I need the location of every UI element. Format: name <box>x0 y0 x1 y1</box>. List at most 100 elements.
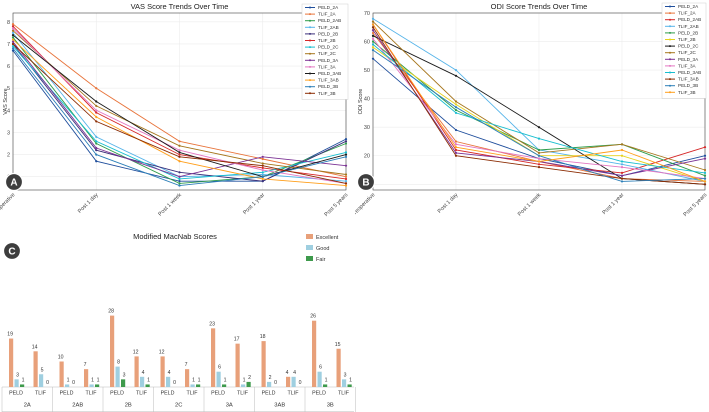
legend-swatch <box>306 245 313 250</box>
bar-category-label: TLIF <box>86 391 98 397</box>
data-point <box>95 115 98 119</box>
legend-label: TLIF_2B <box>318 38 336 43</box>
legend-marker <box>669 12 671 15</box>
legend-label: TLIF_2A <box>318 12 337 17</box>
y-tick-label: 5 <box>7 86 10 92</box>
bar-value-label: 0 <box>299 380 302 386</box>
data-point <box>371 57 375 60</box>
data-point <box>620 180 624 183</box>
data-point <box>95 111 98 114</box>
data-point <box>11 27 15 30</box>
legend-label: TLIF_2A <box>678 11 697 16</box>
bar-value-label: 18 <box>260 334 266 340</box>
bar-value-label: 4 <box>293 370 296 376</box>
legend-swatch <box>306 256 313 261</box>
x-tick-label: Post 1 week <box>157 192 183 218</box>
bar-value-label: 4 <box>142 370 145 376</box>
data-point <box>95 109 98 112</box>
bar-mark <box>342 379 347 387</box>
legend-marker <box>309 65 311 68</box>
bar-mark <box>261 341 266 387</box>
legend-label: TLIF_3B <box>318 91 336 96</box>
chart-title: Modified MacNab Scores <box>133 232 217 241</box>
data-point <box>703 157 707 160</box>
data-point <box>454 106 458 109</box>
group-label: 3AB <box>274 403 285 409</box>
bar-value-label: 0 <box>46 380 49 386</box>
bar-value-label: 1 <box>67 377 70 383</box>
bar-value-label: 14 <box>32 344 38 350</box>
y-axis-label: VAS Score <box>3 88 9 115</box>
legend-marker <box>669 58 671 61</box>
legend-marker <box>669 45 671 48</box>
bar-value-label: 3 <box>16 372 19 378</box>
legend-marker <box>669 5 671 8</box>
data-point <box>344 184 348 187</box>
bar-value-label: 23 <box>209 321 215 327</box>
data-point <box>620 154 624 157</box>
bar-value-label: 10 <box>58 355 64 361</box>
bar-mark <box>134 356 139 387</box>
data-point <box>371 29 375 32</box>
panel-badge-label: B <box>362 178 369 189</box>
plot-frame <box>12 12 347 191</box>
legend-label: TLIF_3AB <box>318 78 339 83</box>
data-point <box>178 177 181 181</box>
legend-marker <box>309 52 311 55</box>
data-point <box>344 155 348 158</box>
y-tick-label: 3 <box>7 130 10 136</box>
y-tick-label: 70 <box>364 11 370 17</box>
data-point <box>95 160 98 163</box>
data-point <box>703 183 707 186</box>
data-point <box>344 164 348 167</box>
bar-mark <box>196 384 201 387</box>
data-point <box>454 100 458 103</box>
bar-mark <box>20 384 25 387</box>
data-point <box>620 160 624 163</box>
data-point <box>95 135 98 138</box>
data-point <box>11 29 15 32</box>
data-point <box>703 146 707 149</box>
data-point <box>11 49 15 52</box>
legend-marker <box>669 18 671 21</box>
bar-mark <box>267 381 272 387</box>
data-point <box>178 149 181 152</box>
bar-value-label: 1 <box>22 377 25 383</box>
data-point <box>620 177 624 180</box>
data-point <box>371 46 375 49</box>
group-label: 2AB <box>72 403 83 409</box>
data-point <box>95 87 98 90</box>
data-point <box>261 173 264 176</box>
data-point <box>454 103 458 106</box>
data-point <box>344 180 348 183</box>
data-point <box>344 153 348 156</box>
data-point <box>620 148 624 152</box>
data-point <box>454 108 458 112</box>
legend-label: Fair <box>316 257 326 263</box>
legend-marker <box>309 72 311 75</box>
bar-mark <box>312 320 317 387</box>
legend-marker <box>669 64 671 67</box>
data-point <box>261 157 264 161</box>
legend-label: TLIF_3A <box>678 63 697 68</box>
chart-title: VAS Score Trends Over Time <box>131 2 229 11</box>
data-point <box>344 138 348 141</box>
bar-mark <box>65 384 70 387</box>
data-point <box>703 154 707 157</box>
legend-label: PELD_2AB <box>678 17 701 22</box>
legend-label: PELD_3A <box>678 57 699 62</box>
bar-mark <box>246 381 251 387</box>
group-label: 2A <box>24 403 31 409</box>
bar-value-label: 26 <box>310 314 316 320</box>
bar-value-label: 3 <box>123 372 126 378</box>
y-tick-label: 20 <box>364 154 370 160</box>
data-point <box>371 20 375 23</box>
data-point <box>261 180 264 183</box>
data-point <box>261 164 264 167</box>
legend-label: Good <box>316 246 329 252</box>
data-point <box>537 154 541 157</box>
bar-value-label: 1 <box>192 377 195 383</box>
data-point <box>178 151 181 154</box>
legend-label: PELD_3B <box>318 84 338 89</box>
